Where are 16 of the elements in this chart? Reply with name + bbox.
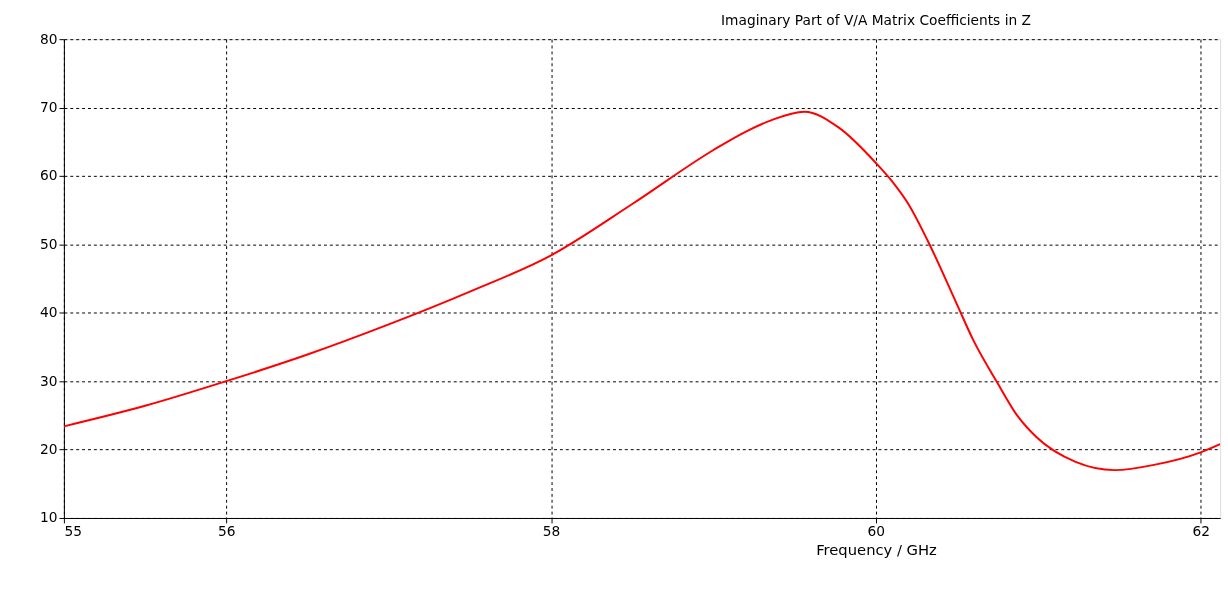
- y-tick-label: 40: [40, 304, 58, 321]
- x-tick-label: 58: [542, 523, 561, 540]
- y-tick-label: 80: [40, 30, 58, 47]
- y-tick-label: 70: [40, 99, 58, 115]
- x-tick-label: 55: [64, 523, 82, 540]
- y-tick-label: 50: [40, 235, 58, 252]
- line-series: [63, 110, 1221, 472]
- y-tick-label: 30: [40, 372, 58, 389]
- y-tick-label: 20: [40, 441, 58, 458]
- x-tick-label: 60: [867, 523, 886, 540]
- y-tick-label: 10: [40, 509, 58, 526]
- y-tick-label: 60: [40, 167, 58, 184]
- chart-title: Imaginary Part of V/A Matrix Coefficients in Z: [721, 12, 1031, 29]
- x-axis-title: Frequency / GHz: [816, 540, 938, 558]
- x-tick-label: 56: [218, 523, 236, 540]
- x-tick-label: 62: [1192, 523, 1210, 540]
